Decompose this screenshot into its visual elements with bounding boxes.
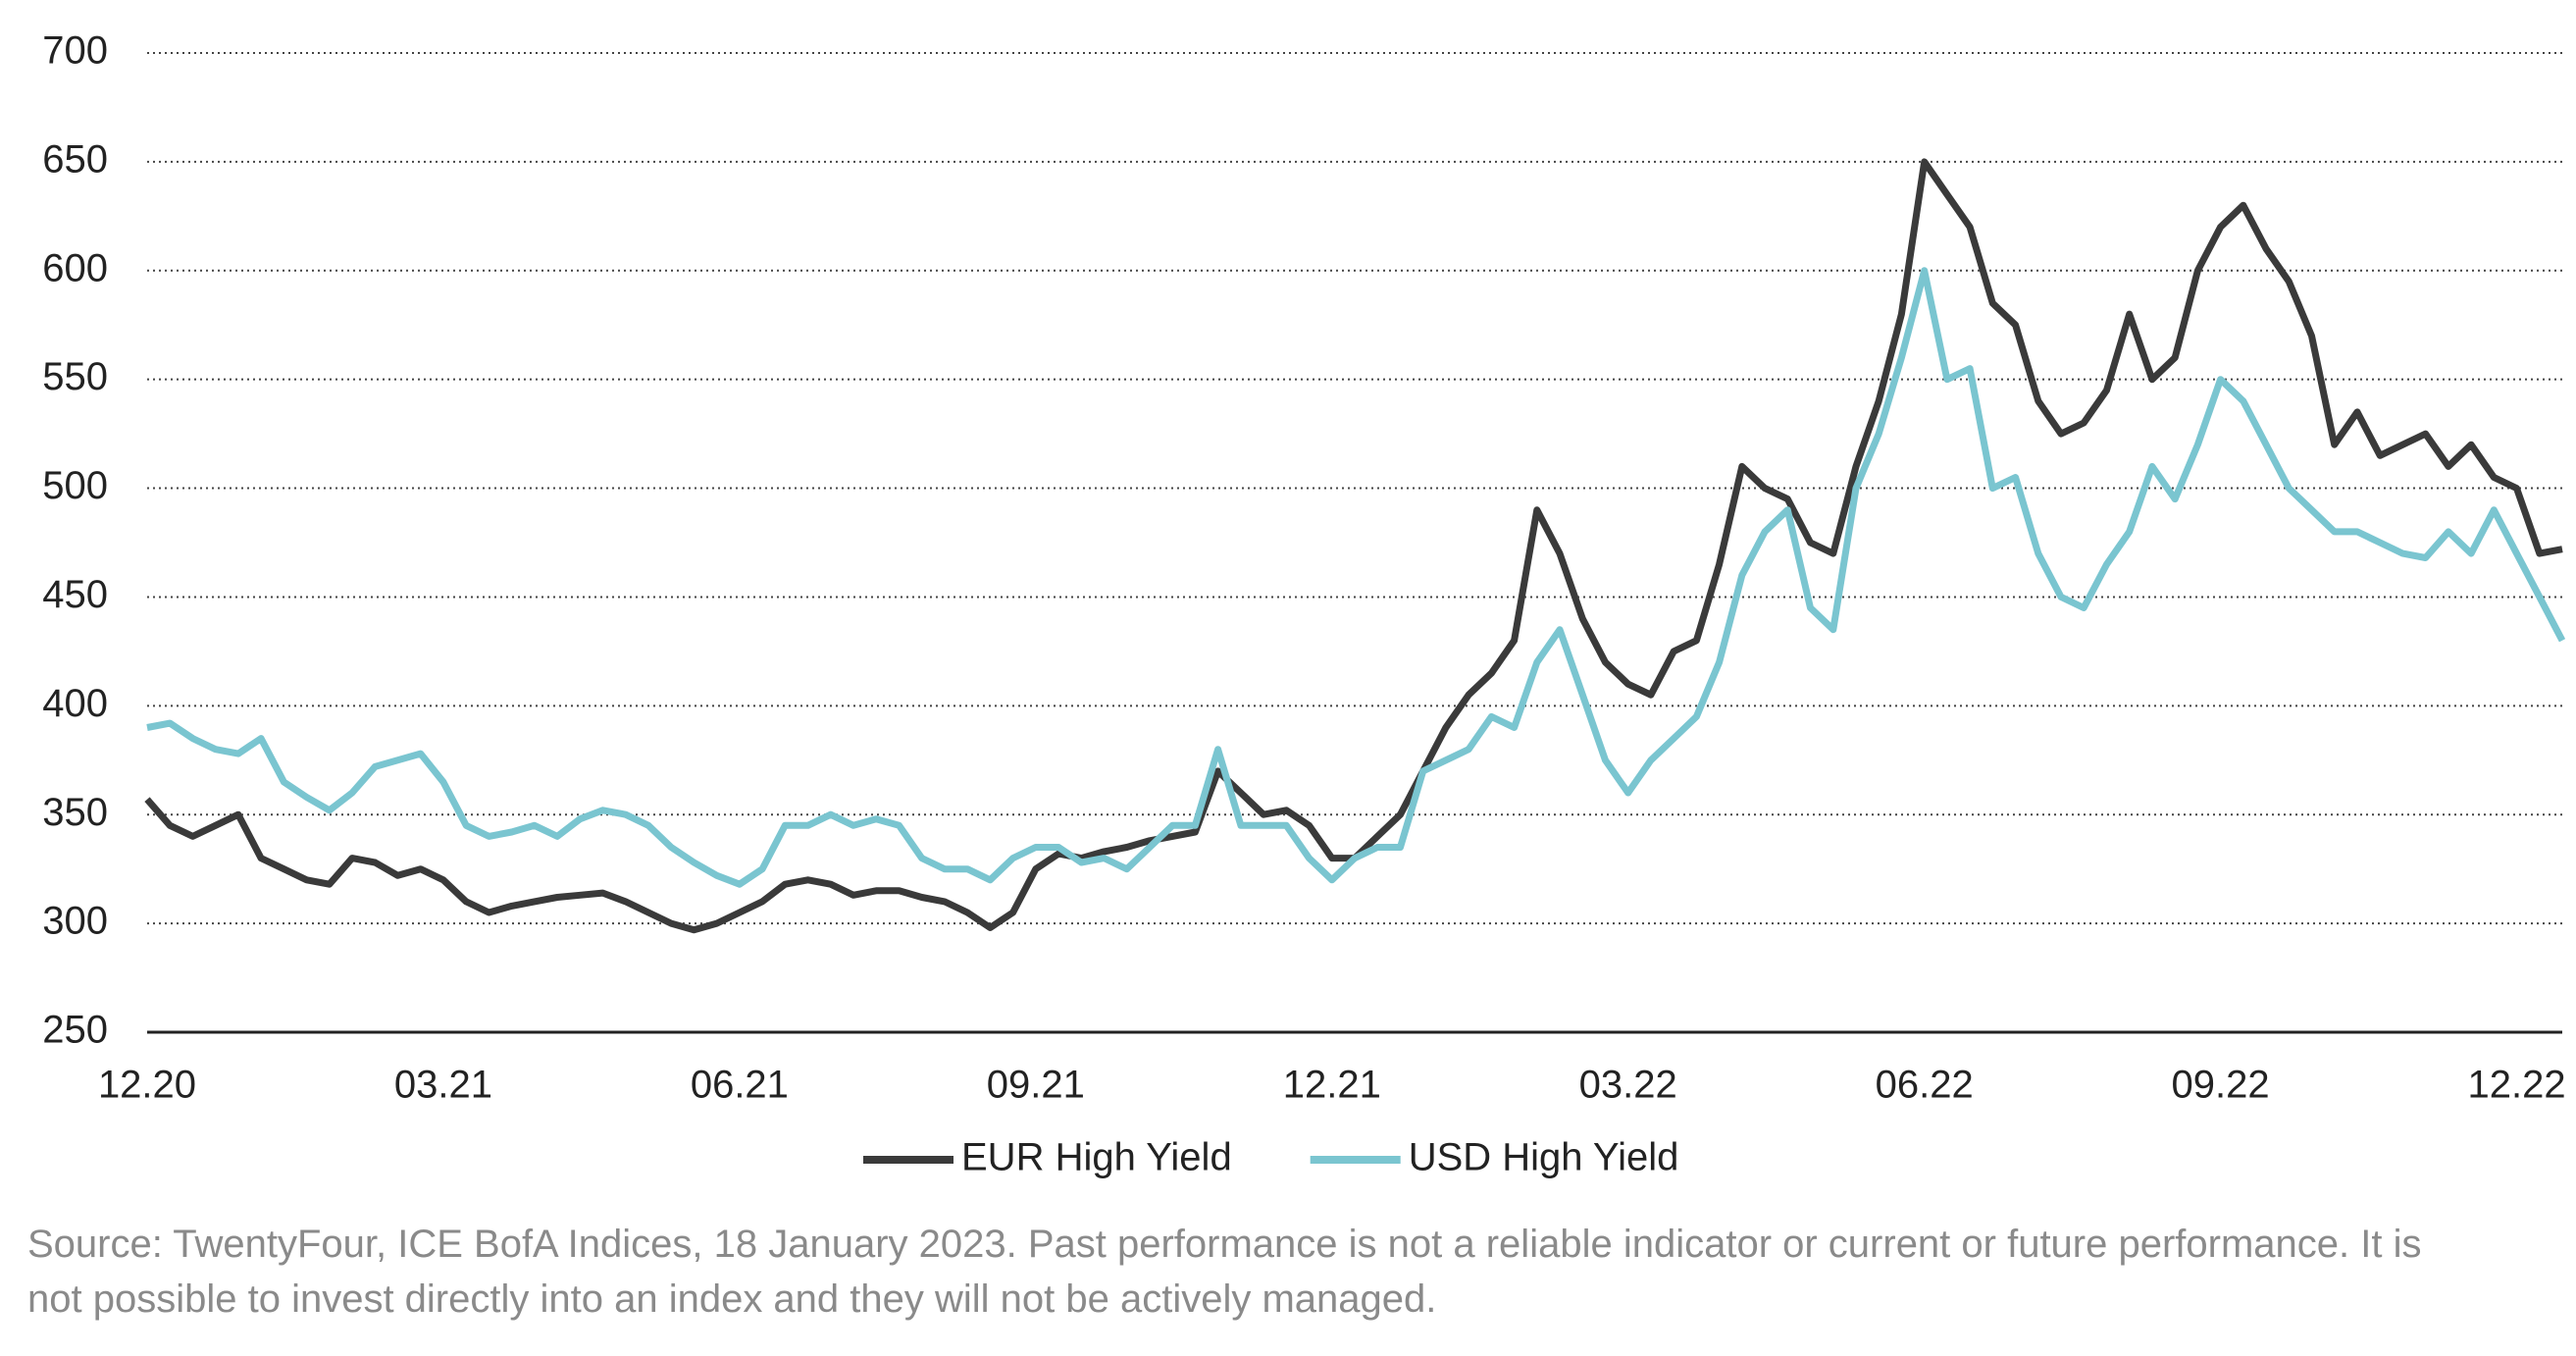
x-tick-label: 06.21 xyxy=(691,1064,789,1107)
x-tick-label: 12.22 xyxy=(2467,1064,2565,1107)
source-note: Source: TwentyFour, ICE BofA Indices, 18… xyxy=(27,1223,2422,1321)
x-tick-label: 06.22 xyxy=(1876,1064,1974,1107)
y-tick-label: 700 xyxy=(42,29,108,73)
y-tick-label: 350 xyxy=(42,791,108,834)
x-tick-label: 03.22 xyxy=(1579,1064,1677,1107)
x-tick-label: 12.20 xyxy=(98,1064,196,1107)
y-tick-label: 600 xyxy=(42,246,108,289)
x-tick-label: 09.22 xyxy=(2172,1064,2270,1107)
y-tick-label: 650 xyxy=(42,137,108,181)
chart: 250 300 350 400 450 500 550 600 650 700 12.20 03.21… xyxy=(42,29,2566,1179)
y-tick-label: 500 xyxy=(42,464,108,507)
y-tick-label: 300 xyxy=(42,900,108,943)
y-tick-label: 450 xyxy=(42,573,108,616)
x-tick-label: 09.21 xyxy=(987,1064,1085,1107)
x-tick-label: 03.21 xyxy=(394,1064,492,1107)
legend-label: USD High Yield xyxy=(1409,1136,1679,1179)
legend-label: EUR High Yield xyxy=(961,1136,1232,1179)
y-tick-label: 400 xyxy=(42,682,108,725)
y-tick-label: 550 xyxy=(42,355,108,398)
x-tick-label: 12.21 xyxy=(1283,1064,1381,1107)
y-tick-label: 250 xyxy=(42,1009,108,1052)
series-line xyxy=(146,267,2566,888)
